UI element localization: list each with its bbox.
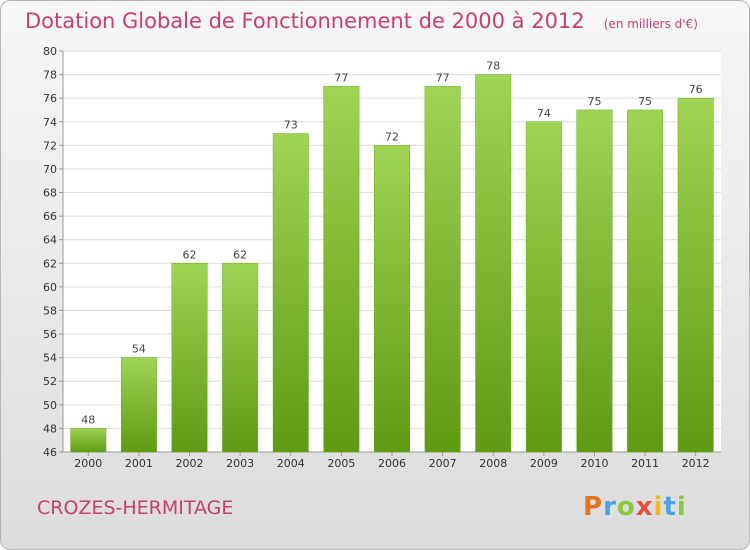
y-tick-label: 46 [43, 446, 57, 459]
x-tick-label: 2002 [176, 457, 204, 470]
y-tick-label: 58 [43, 304, 57, 317]
bar-2012 [677, 97, 714, 453]
commune-name: CROZES-HERMITAGE [37, 497, 234, 519]
bar-2007 [424, 86, 461, 453]
value-label-2002: 62 [183, 248, 197, 261]
value-label-2005: 77 [334, 71, 348, 84]
x-tick-label: 2005 [327, 457, 355, 470]
y-tick-label: 56 [43, 328, 57, 341]
value-label-2001: 54 [132, 343, 146, 356]
chart-title: Dotation Globale de Fonctionnement de 20… [25, 9, 585, 33]
y-tick-label: 48 [43, 422, 57, 435]
bar-2002 [171, 263, 208, 453]
bar-2009 [525, 121, 562, 453]
x-tick-label: 2008 [479, 457, 507, 470]
value-label-2000: 48 [81, 413, 95, 426]
logo-letter: t [663, 492, 677, 522]
logo-letter: x [635, 492, 654, 522]
y-tick-label: 70 [43, 163, 57, 176]
y-tick-label: 76 [43, 92, 57, 105]
logo-letter: i [676, 492, 687, 522]
x-tick-label: 2012 [682, 457, 710, 470]
x-tick-label: 2001 [125, 457, 153, 470]
title-row: Dotation Globale de Fonctionnement de 20… [25, 9, 698, 33]
x-tick-label: 2010 [580, 457, 608, 470]
y-tick-label: 62 [43, 257, 57, 270]
value-label-2003: 62 [233, 248, 247, 261]
y-tick-label: 78 [43, 69, 57, 82]
bar-2004 [272, 133, 309, 453]
value-label-2009: 74 [537, 107, 551, 120]
bar-2006 [374, 145, 410, 453]
logo-letter: r [603, 492, 617, 522]
x-tick-label: 2000 [74, 457, 102, 470]
logo-letter: i [653, 492, 664, 522]
y-tick-label: 54 [43, 352, 57, 365]
bar-2010 [576, 109, 613, 453]
bar-2003 [222, 263, 259, 453]
x-tick-label: 2007 [429, 457, 457, 470]
logo-letter: o [616, 492, 636, 522]
value-label-2004: 73 [284, 119, 298, 132]
y-tick-label: 72 [43, 139, 57, 152]
bar-layer [70, 74, 714, 453]
bar-2001 [120, 357, 157, 453]
chart-unit-note: (en milliers d'€) [603, 17, 698, 31]
bar-2005 [323, 86, 360, 453]
value-label-2007: 77 [436, 71, 450, 84]
label-layer: 46 48 50 52 54 56 58 60 62 64 66 68 70 72 74 76 78 80 48 20… [43, 45, 710, 470]
y-tick-label: 50 [43, 399, 57, 412]
x-tick-label: 2011 [631, 457, 659, 470]
value-label-2011: 75 [638, 95, 652, 108]
y-tick-label: 52 [43, 375, 57, 388]
x-tick-label: 2004 [277, 457, 305, 470]
y-tick-label: 64 [43, 234, 57, 247]
y-tick-label: 66 [43, 210, 57, 223]
x-tick-label: 2003 [226, 457, 254, 470]
bar-2011 [627, 109, 664, 453]
y-tick-label: 80 [43, 45, 57, 58]
value-label-2006: 72 [385, 130, 399, 143]
value-label-2012: 76 [689, 83, 703, 96]
value-label-2008: 78 [486, 60, 500, 73]
x-tick-label: 2009 [530, 457, 558, 470]
y-tick-label: 60 [43, 281, 57, 294]
value-label-2010: 75 [587, 95, 601, 108]
x-tick-label: 2006 [378, 457, 406, 470]
bar-2008 [475, 74, 512, 453]
proxiti-logo: Proxiti [583, 492, 687, 522]
y-tick-label: 74 [43, 116, 57, 129]
bar-2000 [70, 428, 107, 453]
y-tick-label: 68 [43, 187, 57, 200]
logo-letter: P [583, 492, 604, 522]
